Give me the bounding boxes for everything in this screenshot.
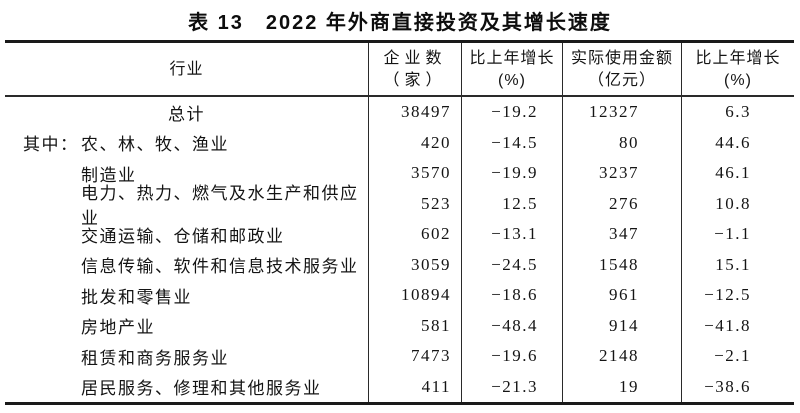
- cell-growth-amount: −12.5: [704, 285, 751, 305]
- cell-industry: 批发和零售业: [5, 280, 369, 311]
- cell-industry: 信息传输、软件和信息技术服务业: [5, 249, 369, 280]
- cell-growth-enterprises: −21.3: [462, 371, 563, 402]
- cell-industry: 其中： 农、林、牧、渔业: [5, 127, 369, 158]
- cell-growth-amount: 46.1: [715, 163, 751, 183]
- table-row: 总计 38497 −19.2 12327 6.3: [5, 97, 794, 128]
- cell-growth-enterprises: −13.1: [462, 219, 563, 250]
- table-row: 其中： 农、林、牧、渔业 420 −14.5 80 44.6: [5, 127, 794, 158]
- cell-growth-amount: −2.1: [714, 346, 751, 366]
- table-header-row: 行业 企业数 （家） 比上年增长 (%) 实际使用金额 （亿元） 比上年增长 (…: [5, 43, 794, 97]
- header-amount: 实际使用金额 （亿元）: [563, 43, 682, 95]
- industry-label: 制造业: [81, 165, 137, 185]
- cell-industry: 电力、热力、燃气及水生产和供应业: [5, 184, 369, 228]
- cell-industry: 租赁和商务服务业: [5, 341, 369, 372]
- cell-enterprises: 3059: [369, 249, 462, 280]
- table-row: 交通运输、仓储和邮政业 602 −13.1 347 −1.1: [5, 219, 794, 250]
- industry-label: 批发和零售业: [81, 287, 192, 307]
- industry-label: 总计: [168, 104, 205, 124]
- cell-enterprises: 581: [369, 310, 462, 341]
- header-growth-enterprises-line2: (%): [498, 71, 526, 89]
- cell-amount: 914: [563, 310, 682, 341]
- table-row: 电力、热力、燃气及水生产和供应业 523 12.5 276 10.8: [5, 184, 794, 228]
- industry-label: 信息传输、软件和信息技术服务业: [81, 257, 359, 277]
- header-amount-line1: 实际使用金额: [570, 49, 673, 67]
- cell-amount: 19: [563, 371, 682, 402]
- table-row: 居民服务、修理和其他服务业 411 −21.3 19 −38.6: [5, 371, 794, 402]
- cell-growth-amount: −41.8: [704, 315, 751, 335]
- cell-amount: 2148: [563, 341, 682, 372]
- cell-growth-amount: 44.6: [715, 132, 751, 152]
- row-prefix: 其中：: [23, 135, 79, 155]
- cell-industry: 总计: [5, 97, 369, 128]
- cell-growth-enterprises: −14.5: [462, 127, 563, 158]
- cell-growth-enterprises: −48.4: [462, 310, 563, 341]
- table-row: 制造业 3570 −19.9 3237 46.1: [5, 158, 794, 189]
- industry-label: 居民服务、修理和其他服务业: [81, 379, 322, 399]
- cell-growth-amount: −38.6: [704, 376, 751, 396]
- cell-enterprises: 602: [369, 219, 462, 250]
- cell-enterprises: 7473: [369, 341, 462, 372]
- cell-growth-enterprises: 12.5: [462, 188, 563, 219]
- industry-label: 电力、热力、燃气及水生产和供应业: [81, 183, 359, 228]
- cell-enterprises: 38497: [369, 97, 462, 128]
- header-industry-label: 行业: [169, 60, 204, 78]
- header-growth-amount-line1: 比上年增长: [695, 49, 781, 67]
- table-row: 信息传输、软件和信息技术服务业 3059 −24.5 1548 15.1: [5, 249, 794, 280]
- cell-industry: 制造业: [5, 158, 369, 189]
- header-enterprises: 企业数 （家）: [369, 43, 462, 95]
- industry-label: 交通运输、仓储和邮政业: [81, 226, 285, 246]
- cell-industry: 交通运输、仓储和邮政业: [5, 219, 369, 250]
- cell-amount: 347: [563, 219, 682, 250]
- header-amount-line2: （亿元）: [587, 71, 656, 89]
- cell-industry: 房地产业: [5, 310, 369, 341]
- header-enterprises-line2: （家）: [383, 71, 447, 89]
- cell-growth-enterprises: −19.9: [462, 158, 563, 189]
- table-row: 房地产业 581 −48.4 914 −41.8: [5, 310, 794, 341]
- cell-growth-amount: 10.8: [715, 193, 751, 213]
- cell-enterprises: 411: [369, 371, 462, 402]
- cell-amount: 1548: [563, 249, 682, 280]
- cell-industry: 居民服务、修理和其他服务业: [5, 371, 369, 402]
- industry-label: 房地产业: [81, 318, 155, 338]
- cell-growth-enterprises: −24.5: [462, 249, 563, 280]
- table-title: 表 13 2022 年外商直接投资及其增长速度: [188, 12, 612, 34]
- header-enterprises-line1: 企业数: [383, 49, 447, 67]
- cell-growth-enterprises: −18.6: [462, 280, 563, 311]
- cell-enterprises: 523: [369, 188, 462, 219]
- cell-enterprises: 3570: [369, 158, 462, 189]
- header-growth-amount-line2: (%): [724, 71, 752, 89]
- fdi-table: 行业 企业数 （家） 比上年增长 (%) 实际使用金额 （亿元） 比上年增长 (…: [5, 40, 794, 405]
- cell-growth-enterprises: −19.6: [462, 341, 563, 372]
- header-industry: 行业: [5, 43, 369, 95]
- cell-growth-enterprises: −19.2: [462, 97, 563, 128]
- cell-amount: 961: [563, 280, 682, 311]
- cell-enterprises: 10894: [369, 280, 462, 311]
- cell-amount: 12327: [563, 97, 682, 128]
- header-growth-enterprises: 比上年增长 (%): [462, 43, 563, 95]
- cell-growth-amount: 6.3: [725, 102, 751, 122]
- cell-amount: 3237: [563, 158, 682, 189]
- cell-growth-amount: 15.1: [715, 254, 751, 274]
- table-row: 租赁和商务服务业 7473 −19.6 2148 −2.1: [5, 341, 794, 372]
- cell-amount: 276: [563, 188, 682, 219]
- cell-enterprises: 420: [369, 127, 462, 158]
- cell-amount: 80: [563, 127, 682, 158]
- cell-growth-amount: −1.1: [714, 224, 751, 244]
- table-row: 批发和零售业 10894 −18.6 961 −12.5: [5, 280, 794, 311]
- industry-label: 租赁和商务服务业: [81, 348, 229, 368]
- header-growth-enterprises-line1: 比上年增长: [469, 49, 555, 67]
- industry-label: 农、林、牧、渔业: [81, 135, 229, 155]
- header-growth-amount: 比上年增长 (%): [682, 43, 794, 95]
